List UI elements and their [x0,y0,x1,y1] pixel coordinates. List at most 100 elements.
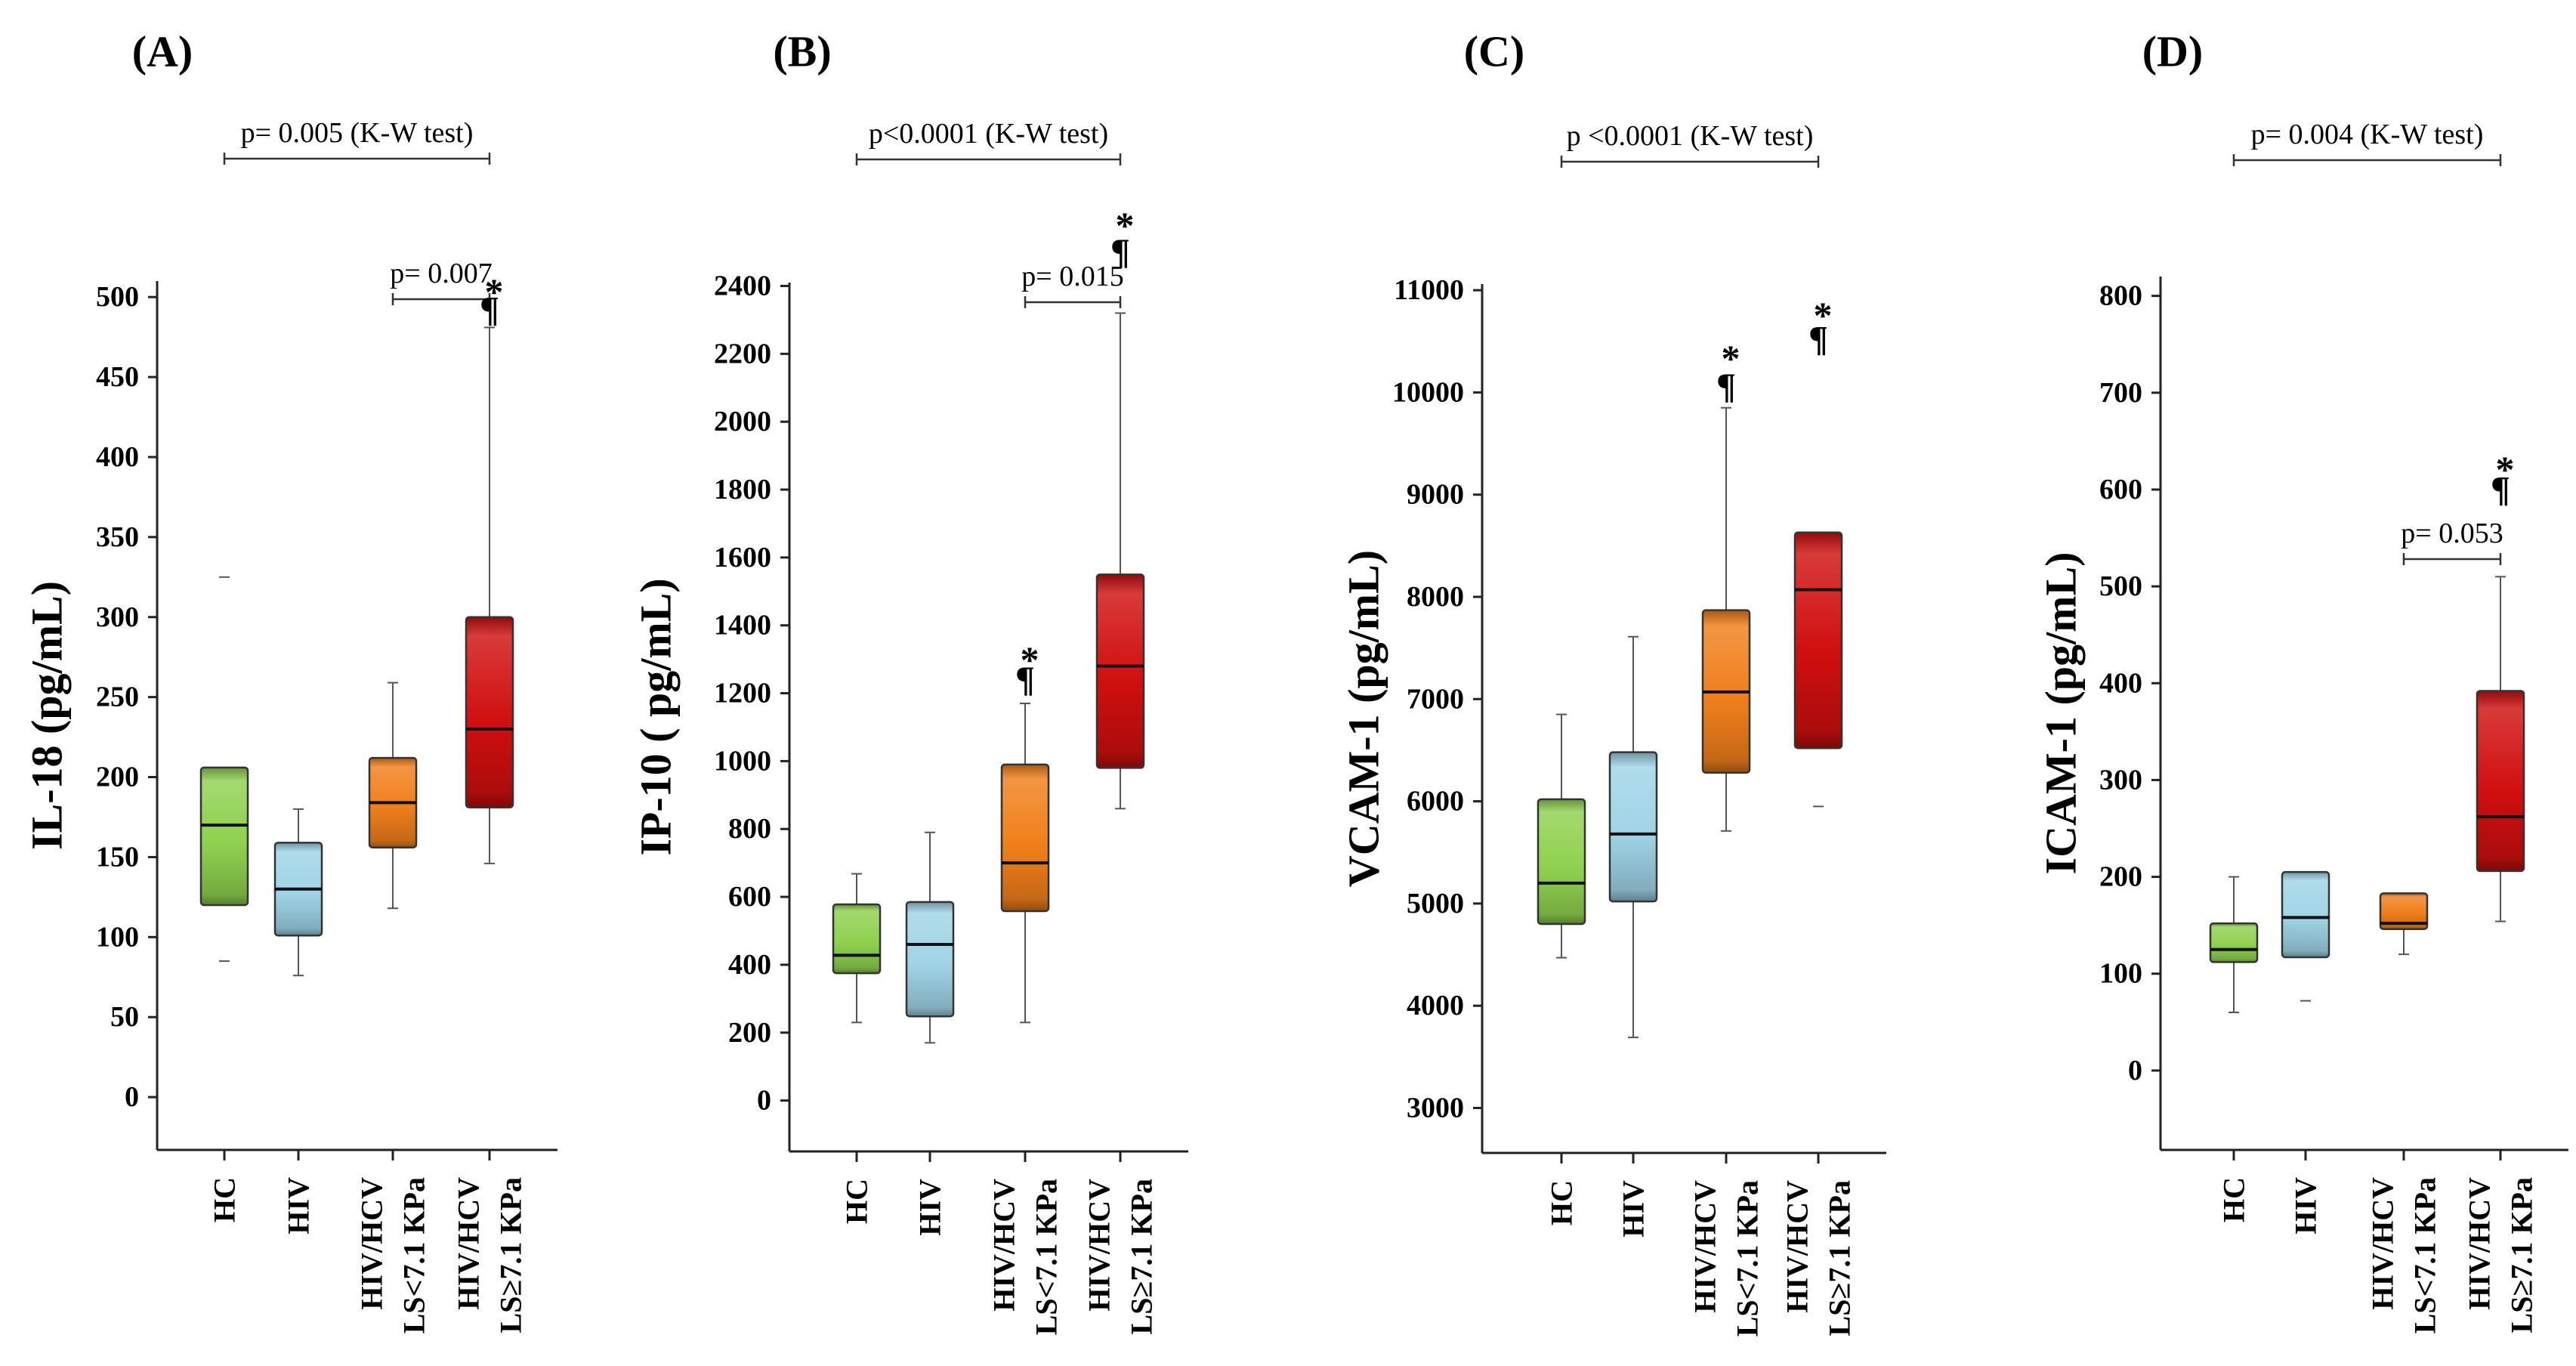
y-tick-label: 3000 [1407,1092,1464,1123]
y-tick-label: 200 [2099,861,2142,893]
pilcrow-marker: ¶ [1808,320,1828,360]
box-0 [1537,713,1586,959]
y-tick-label: 1200 [714,678,771,709]
y-tick-label: 600 [728,881,771,913]
asterisk-marker: * [2496,448,2515,490]
category-label: HIV/HCV [987,1179,1021,1312]
panel-c: (C) 3000 4000 5000 6000 7000 8000 9000 10000 1100… [1339,27,1886,1337]
pilcrow-marker: ¶ [1716,366,1736,406]
category-label: LS≥7.1 KPa [1823,1180,1857,1336]
y-axis-label: IP-10 ( pg/mL) [632,578,681,855]
y-tick-label: 10000 [1392,376,1464,408]
box-0 [832,873,882,1024]
asterisk-marker: * [1116,204,1135,246]
panel-label: (D) [2142,27,2204,76]
asterisk-marker: * [1722,337,1740,379]
asterisk-marker: * [485,270,504,313]
category-label: HIV [2289,1177,2323,1235]
box-iqr [2476,690,2525,873]
box-3 [1793,531,1843,808]
significance-bracket: p= 0.004 (K-W test) [2232,119,2502,166]
category-label: HIV/HCV [355,1177,389,1310]
y-tick-label: 2200 [714,338,771,369]
category-label: LS<7.1 KPa [1731,1180,1765,1337]
y-tick-label: 1600 [714,542,771,573]
box-iqr [1793,531,1843,749]
asterisk-marker: * [1814,294,1833,336]
y-tick-label: 6000 [1407,786,1464,817]
y-axis-label: IL-18 (pg/mL) [23,581,72,850]
y-tick-label: 11000 [1394,274,1464,306]
significance-bracket: p<0.0001 (K-W test) [855,118,1122,165]
y-axis-label: VCAM-1 (pg/mL) [1339,550,1388,887]
y-tick-label: 800 [2099,280,2142,312]
category-label: LS<7.1 KPa [1030,1179,1064,1335]
significance-bracket: p= 0.015 [1021,261,1124,308]
y-tick-label: 1800 [714,474,771,505]
y-tick-label: 200 [96,762,139,793]
pilcrow-marker: ¶ [1110,232,1130,272]
category-label: HC [208,1177,242,1222]
box-iqr [1000,763,1050,913]
category-label: LS<7.1 KPa [2408,1177,2442,1334]
p-value-label: p= 0.007 [390,258,492,289]
box-2 [2379,892,2429,956]
y-tick-label: 300 [96,601,139,633]
box-1 [905,831,955,1044]
panel-a: (A) 0 50 100 150 200 250 300 350 400 450 500 IL-18 (… [23,27,558,1334]
panel-label: (B) [773,27,831,76]
p-value-label: p <0.0001 (K-W test) [1567,120,1814,152]
y-tick-label: 500 [2099,570,2142,602]
y-tick-label: 600 [2099,474,2142,505]
category-label: HIV [282,1177,316,1235]
y-tick-label: 100 [2099,958,2142,990]
box-iqr [465,616,514,809]
y-axis-label: ICAM-1 (pg/mL) [2037,552,2086,875]
category-label: LS≥7.1 KPa [494,1177,528,1333]
y-tick-label: 350 [96,521,139,553]
y-tick-label: 1000 [714,745,771,777]
y-tick-label: 5000 [1407,888,1464,919]
y-tick-label: 4000 [1407,990,1464,1021]
box-1 [2281,870,2330,1002]
p-value-label: p= 0.053 [2401,518,2503,549]
box-iqr [832,903,882,975]
pilcrow-marker: ¶ [480,290,499,330]
y-tick-label: 100 [96,921,139,953]
category-label: HIV/HCV [452,1177,486,1310]
y-tick-label: 50 [110,1001,139,1033]
category-label: HC [1545,1180,1579,1225]
panel-label: (A) [132,27,193,76]
y-tick-label: 400 [728,949,771,981]
category-label: HIV/HCV [2463,1177,2497,1310]
y-tick-label: 300 [2099,764,2142,796]
box-1 [273,808,323,977]
panel-d: (D) 0 100 200 300 400 500 600 700 800 ICAM-1 (pg/m… [2037,27,2568,1334]
category-label: HC [840,1179,874,1224]
significance-bracket: p= 0.053 [2401,518,2503,565]
box-1 [1608,635,1658,1039]
y-tick-label: 400 [96,441,139,473]
box-0 [199,576,249,963]
category-label: LS≥7.1 KPa [2505,1177,2539,1333]
box-0 [2209,876,2259,1014]
y-tick-label: 9000 [1407,479,1464,511]
y-tick-label: 250 [96,681,139,713]
y-tick-label: 400 [2099,667,2142,699]
y-tick-label: 150 [96,841,139,873]
p-value-label: p= 0.015 [1021,261,1123,292]
category-label: LS<7.1 KPa [397,1177,431,1334]
box-iqr [199,766,249,907]
box-iqr [905,901,955,1018]
y-tick-label: 1400 [714,610,771,641]
category-label: HIV [913,1179,947,1236]
box-2 [368,681,418,910]
significance-bracket: p= 0.007 [390,258,493,305]
significance-bracket: p= 0.005 (K-W test) [223,117,491,165]
asterisk-marker: * [1021,638,1039,681]
y-tick-label: 200 [728,1017,771,1049]
box-iqr [1608,751,1658,903]
p-value-label: p<0.0001 (K-W test) [869,118,1108,150]
y-tick-label: 500 [96,281,139,313]
